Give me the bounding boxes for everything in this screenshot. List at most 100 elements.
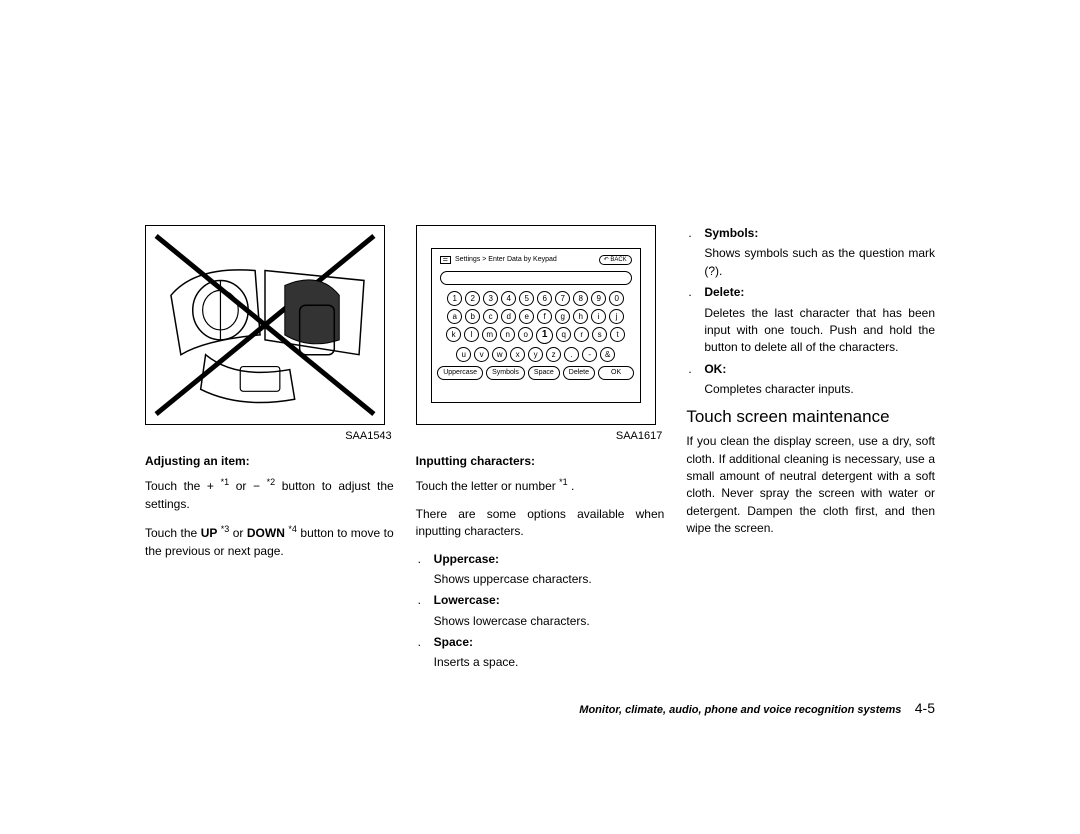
keypad-key: 5 bbox=[519, 291, 534, 306]
bullet-item: .Symbols:Shows symbols such as the quest… bbox=[686, 225, 935, 280]
text: or bbox=[229, 526, 247, 540]
bullet-desc: Completes character inputs. bbox=[704, 381, 935, 398]
columns: SAA1543 Adjusting an item: Touch the + *… bbox=[145, 225, 935, 676]
keypad-key: c bbox=[483, 309, 498, 324]
keypad-key: y bbox=[528, 347, 543, 362]
col2-bullet-list: .Uppercase:Shows uppercase characters..L… bbox=[416, 551, 665, 672]
ref: *4 bbox=[288, 524, 297, 534]
keypad-key: w bbox=[492, 347, 507, 362]
adjusting-p2: Touch the UP *3 or DOWN *4 button to mov… bbox=[145, 523, 394, 560]
bullet-dot: . bbox=[686, 284, 704, 357]
illustration-code-2: SAA1617 bbox=[416, 429, 665, 445]
keypad-key: r bbox=[574, 327, 589, 342]
keypad-key: t bbox=[610, 327, 625, 342]
keypad-buttons: UppercaseSymbolsSpaceDeleteOK bbox=[436, 366, 636, 380]
maintenance-heading: Touch screen maintenance bbox=[686, 405, 935, 430]
bullet-dot: . bbox=[416, 551, 434, 589]
keypad-back-label: BACK bbox=[610, 257, 626, 263]
keypad-path-text: Settings > Enter Data by Keypad bbox=[455, 256, 557, 263]
col3-bullet-list: . Symbols: Shows symbols such as the quest… bbox=[686, 225, 935, 399]
adjusting-p1: Touch the + *1 or − *2 button to adjust … bbox=[145, 476, 394, 513]
keypad-row: klmno1qrst bbox=[436, 327, 636, 344]
bullet-body: Space: Inserts a space. bbox=[434, 634, 665, 672]
bullet-desc: Shows symbols such as the question mark … bbox=[704, 245, 935, 280]
bullet-body: Symbols: Shows symbols such as the questi… bbox=[704, 225, 935, 280]
keypad-key: n bbox=[500, 327, 515, 342]
bullet-desc: Inserts a space. bbox=[434, 654, 665, 671]
keypad-button: Symbols bbox=[486, 366, 525, 380]
bullet-body: Uppercase:Shows uppercase characters. bbox=[434, 551, 665, 589]
bullet-label: Uppercase: bbox=[434, 551, 665, 568]
ref: *3 bbox=[221, 524, 230, 534]
text: . bbox=[568, 479, 575, 493]
bullet-label: Space: bbox=[434, 634, 665, 651]
keypad-button: OK bbox=[598, 366, 634, 380]
keypad-header: ☰ Settings > Enter Data by Keypad ↶ BACK bbox=[436, 253, 636, 268]
keypad-path: ☰ Settings > Enter Data by Keypad bbox=[440, 255, 557, 265]
bullet-item: .Uppercase:Shows uppercase characters. bbox=[416, 551, 665, 589]
inputting-p2: There are some options available when in… bbox=[416, 506, 665, 541]
keypad-key: 3 bbox=[483, 291, 498, 306]
keypad-key: 8 bbox=[573, 291, 588, 306]
column-1: SAA1543 Adjusting an item: Touch the + *… bbox=[145, 225, 394, 676]
keypad-key: 1 bbox=[536, 327, 553, 344]
keypad-key: z bbox=[546, 347, 561, 362]
keypad-key: s bbox=[592, 327, 607, 342]
bullet-item: .OK:Completes character inputs. bbox=[686, 361, 935, 399]
adjusting-heading: Adjusting an item: bbox=[145, 453, 394, 470]
ref: *1 bbox=[221, 477, 230, 487]
text: or − bbox=[229, 479, 267, 493]
keypad-input-field bbox=[440, 271, 632, 285]
keypad-key: 1 bbox=[447, 291, 462, 306]
footer-section-title: Monitor, climate, audio, phone and voice… bbox=[579, 704, 901, 716]
keypad-key: a bbox=[447, 309, 462, 324]
keypad-key: v bbox=[474, 347, 489, 362]
text-bold: UP bbox=[201, 526, 221, 540]
bullet-item: .Space: Inserts a space. bbox=[416, 634, 665, 672]
keypad-key: 4 bbox=[501, 291, 516, 306]
keypad-key: . bbox=[564, 347, 579, 362]
keypad-key: 0 bbox=[609, 291, 624, 306]
keypad-row: 1234567890 bbox=[436, 291, 636, 306]
keypad-key: j bbox=[609, 309, 624, 324]
keypad-key: - bbox=[582, 347, 597, 362]
keypad-key: b bbox=[465, 309, 480, 324]
keypad-rows: 1234567890abcdefghijklmno1qrstuvwxyz.-& bbox=[436, 291, 636, 362]
maintenance-para: If you clean the display screen, use a d… bbox=[686, 433, 935, 537]
keypad-key: & bbox=[600, 347, 615, 362]
bullet-desc: Deletes the last character that has been… bbox=[704, 305, 935, 357]
manual-page: SAA1543 Adjusting an item: Touch the + *… bbox=[145, 225, 935, 676]
keypad-key: l bbox=[464, 327, 479, 342]
column-2: ☰ Settings > Enter Data by Keypad ↶ BACK… bbox=[416, 225, 665, 676]
illustration-code-1: SAA1543 bbox=[145, 429, 394, 445]
keypad-button: Delete bbox=[563, 366, 595, 380]
keypad-key: 2 bbox=[465, 291, 480, 306]
keypad-key: 6 bbox=[537, 291, 552, 306]
menu-icon: ☰ bbox=[440, 256, 451, 264]
bullet-body: Delete:Deletes the last character that h… bbox=[704, 284, 935, 357]
keypad-key: u bbox=[456, 347, 471, 362]
dashboard-crossed-svg bbox=[146, 226, 384, 424]
keypad-key: o bbox=[518, 327, 533, 342]
ref: *1 bbox=[559, 477, 568, 487]
bullet-label: Symbols: bbox=[704, 225, 935, 242]
keypad-key: m bbox=[482, 327, 497, 342]
bullet-dot: . bbox=[416, 634, 434, 672]
text-bold: DOWN bbox=[247, 526, 289, 540]
bullet-body: Lowercase:Shows lowercase characters. bbox=[434, 592, 665, 630]
illustration-keypad: ☰ Settings > Enter Data by Keypad ↶ BACK… bbox=[416, 225, 656, 425]
column-3: . Symbols: Shows symbols such as the quest… bbox=[686, 225, 935, 676]
bullet-item: .Delete:Deletes the last character that … bbox=[686, 284, 935, 357]
bullet-item: .Lowercase:Shows lowercase characters. bbox=[416, 592, 665, 630]
text: Touch the letter or number bbox=[416, 479, 559, 493]
keypad-key: 9 bbox=[591, 291, 606, 306]
keypad-key: k bbox=[446, 327, 461, 342]
keypad-key: d bbox=[501, 309, 516, 324]
keypad-key: g bbox=[555, 309, 570, 324]
text: Touch the bbox=[145, 526, 201, 540]
inputting-p1: Touch the letter or number *1 . bbox=[416, 476, 665, 495]
text: Touch the + bbox=[145, 479, 221, 493]
keypad-row: abcdefghij bbox=[436, 309, 636, 324]
bullet-desc: Shows lowercase characters. bbox=[434, 613, 665, 630]
illustration-crossed-out bbox=[145, 225, 385, 425]
